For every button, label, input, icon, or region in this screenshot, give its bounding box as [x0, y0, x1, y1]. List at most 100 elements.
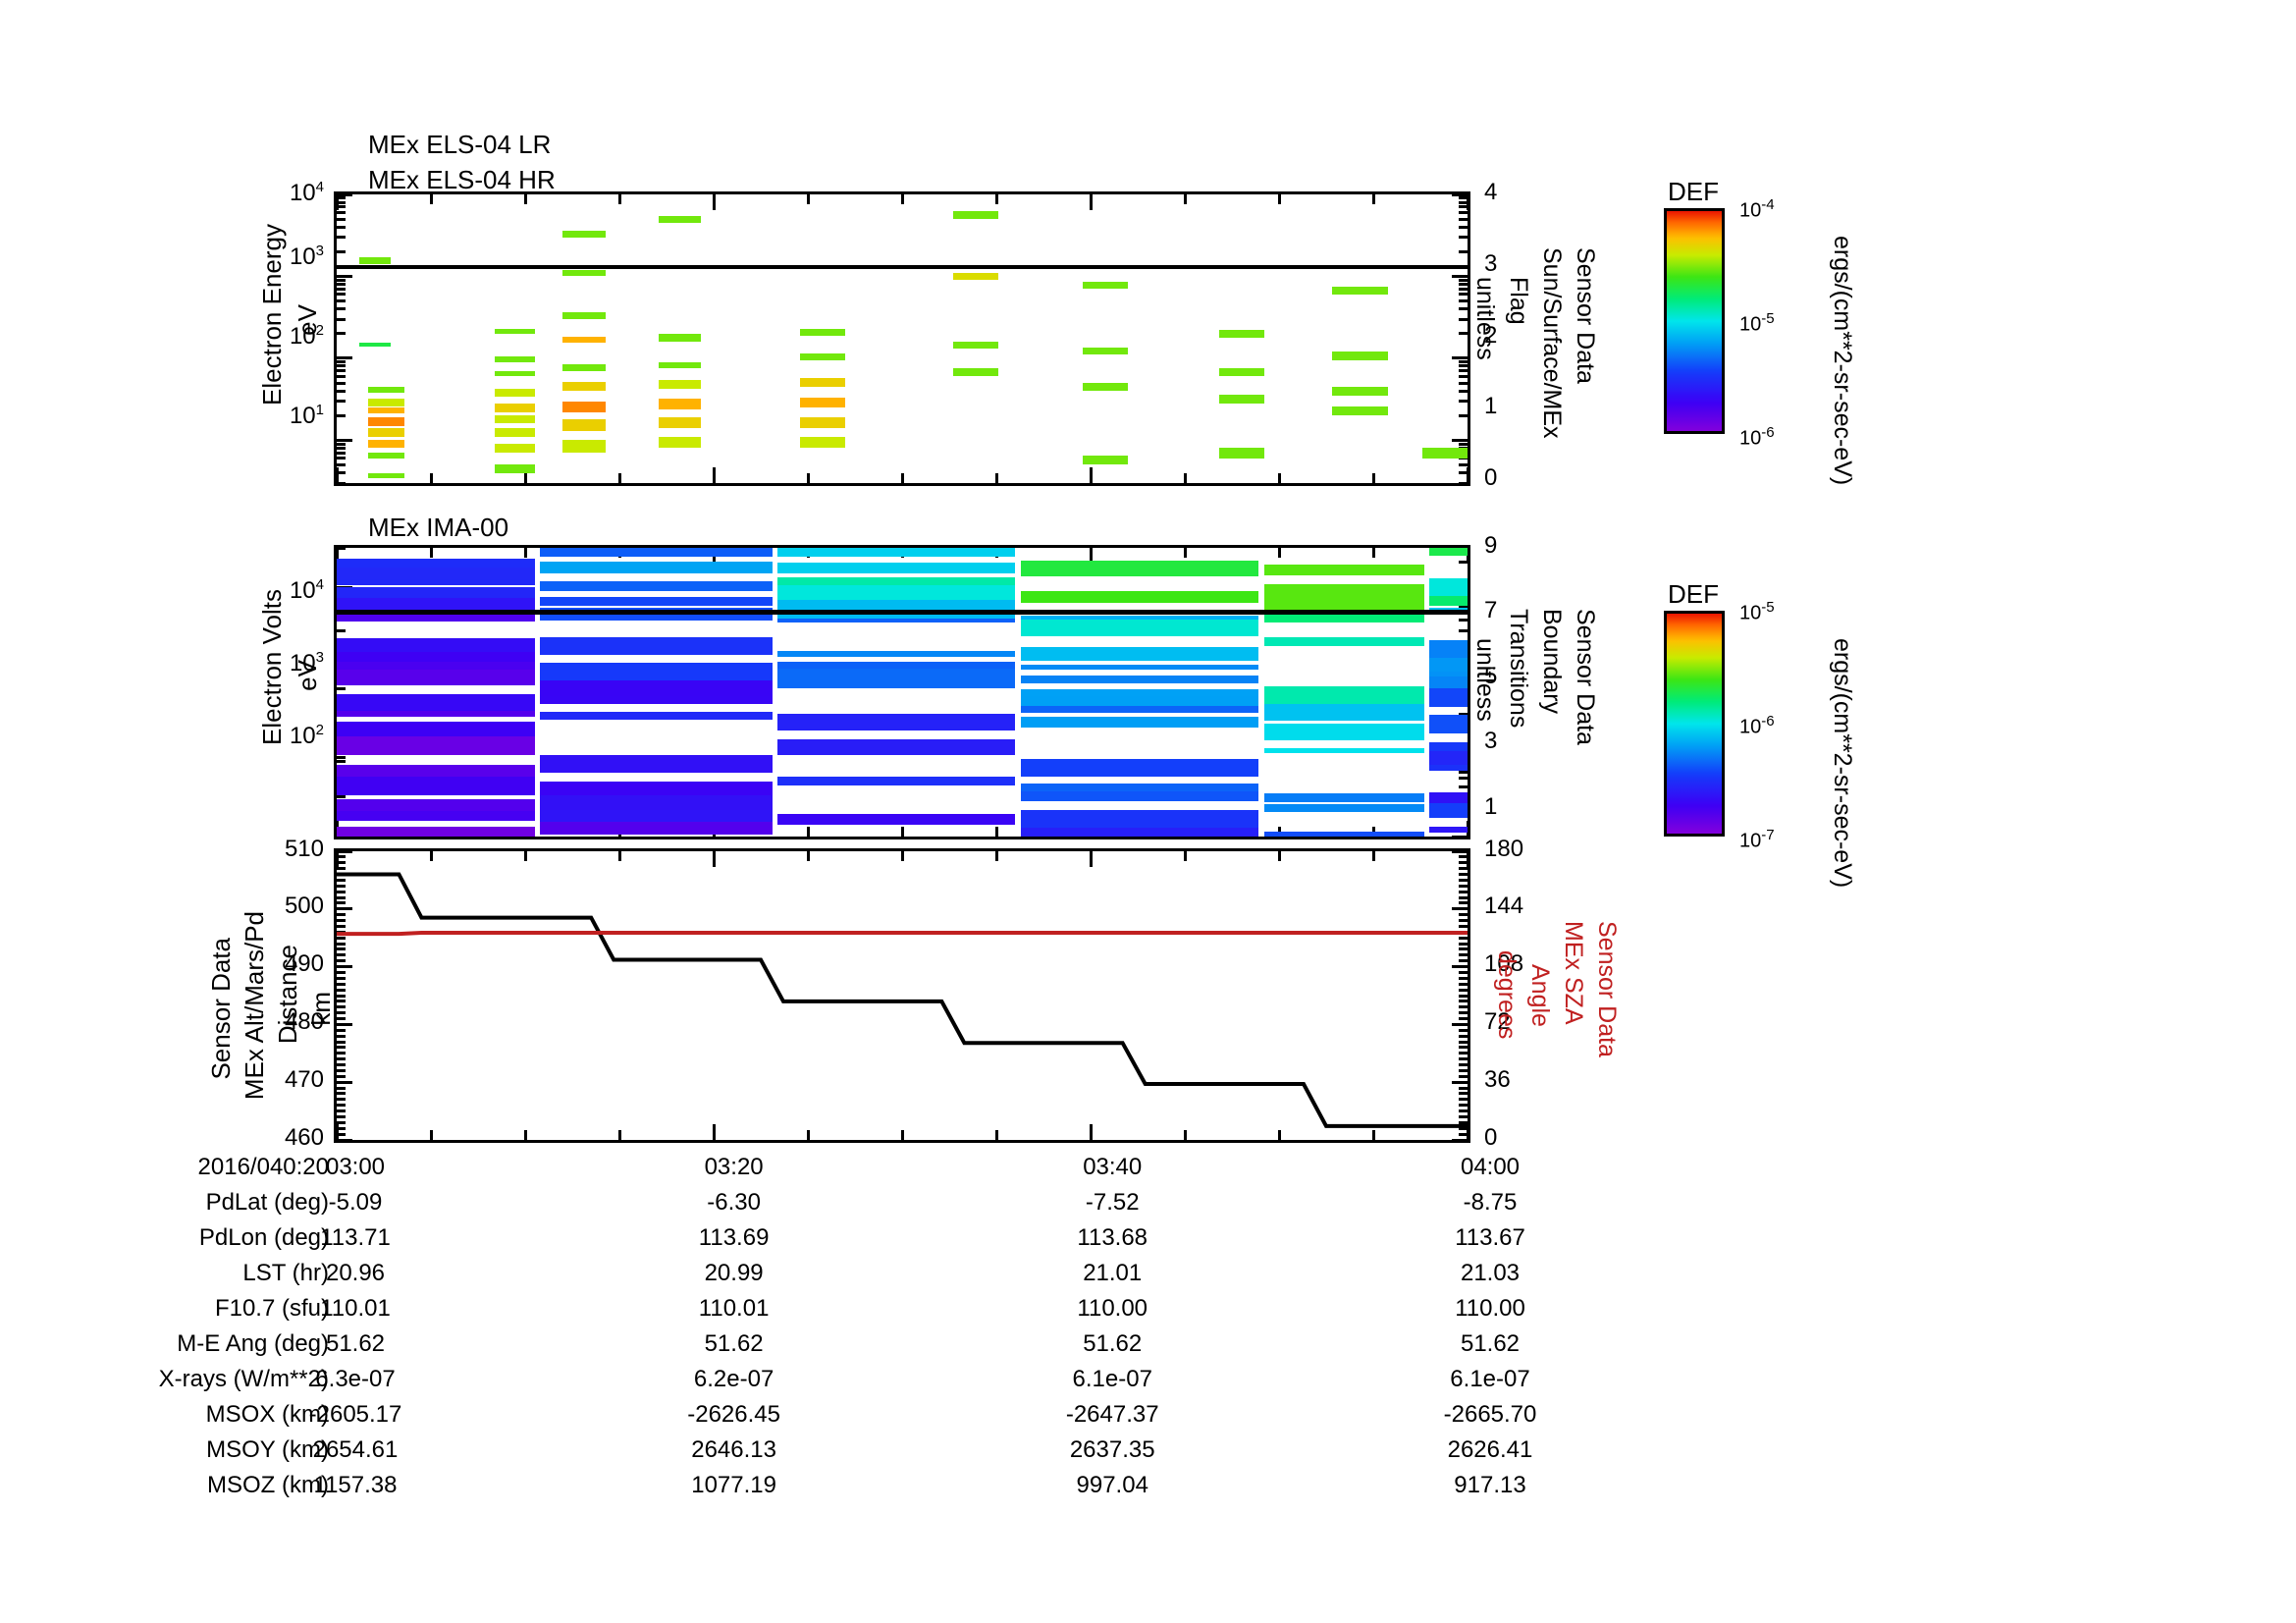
spectrogram-segment [1083, 455, 1129, 465]
axis-tick [337, 274, 352, 278]
spectrogram-segment [777, 662, 1016, 670]
spectrogram-segment [540, 597, 773, 606]
axis-tick [337, 413, 346, 417]
spectrogram-segment [952, 368, 998, 377]
spectrogram-segment [337, 670, 535, 685]
spectrogram-segment [952, 273, 998, 281]
spectrogram-segment [337, 662, 535, 671]
axis-tick [1459, 953, 1468, 957]
axis-tick [1459, 200, 1468, 204]
spectrogram-segment [1020, 615, 1258, 620]
table-cell: -2626.45 [687, 1401, 780, 1428]
axis-tick [1089, 548, 1093, 564]
table-cell: -5.09 [328, 1189, 383, 1216]
table-cell: -2647.37 [1065, 1401, 1159, 1428]
ima-spectrogram-panel[interactable] [334, 545, 1470, 839]
spectrogram-segment [1428, 802, 1468, 818]
table-row-label: PdLon (deg) [198, 1224, 329, 1251]
axis-tick [1459, 1000, 1468, 1003]
spectrogram-segment [495, 389, 535, 397]
axis-tick [1459, 867, 1468, 871]
table-date-label: 2016/040:20 [197, 1154, 329, 1180]
axis-tick [1459, 890, 1468, 893]
axis-tick [1277, 473, 1281, 483]
axis-tick [523, 548, 527, 558]
table-cell: 21.01 [1083, 1260, 1143, 1286]
axis-tick [1466, 1124, 1468, 1140]
alt-ytick-500: 500 [284, 893, 324, 919]
boundary-transition-line [337, 610, 1468, 616]
axis-tick [1459, 374, 1468, 378]
axis-tick [1452, 835, 1468, 837]
spectrogram-segment [1331, 286, 1389, 295]
table-cell: 51.62 [1083, 1330, 1143, 1357]
axis-tick [1459, 1126, 1468, 1130]
axis-tick [900, 194, 904, 204]
axis-tick [1459, 1092, 1468, 1096]
axis-tick [1459, 360, 1468, 364]
axis-tick [1452, 1138, 1468, 1140]
axis-tick [1459, 1046, 1468, 1050]
els-right-label-3: Flag [1505, 277, 1532, 325]
axis-tick [1277, 548, 1281, 558]
axis-tick [337, 982, 346, 986]
axis-tick [337, 283, 346, 287]
axis-tick [337, 855, 346, 859]
axis-tick [337, 1092, 346, 1096]
spectrogram-segment [337, 598, 535, 614]
table-cell: -7.52 [1085, 1189, 1140, 1216]
spectrogram-segment [1428, 791, 1468, 803]
spectrogram-segment [540, 794, 773, 811]
spectrogram-segment [540, 663, 773, 681]
axis-tick [1459, 1028, 1468, 1032]
els-right-tick-4: 4 [1484, 179, 1498, 205]
axis-tick [337, 1040, 346, 1044]
spectrogram-segment [495, 444, 535, 454]
axis-tick [1089, 851, 1093, 867]
axis-tick [337, 1068, 346, 1072]
spectrogram-segment [800, 436, 846, 449]
spectrogram-segment [659, 215, 701, 223]
axis-tick [337, 1086, 346, 1090]
axis-tick [429, 194, 433, 204]
spectrogram-segment [562, 401, 607, 412]
axis-tick [1459, 913, 1468, 917]
table-cell: 2646.13 [691, 1436, 776, 1463]
spectrogram-segment [337, 651, 535, 663]
axis-tick [337, 878, 346, 882]
els-spectrogram-panel[interactable] [334, 191, 1470, 486]
ima-right-label-4: unitless [1471, 638, 1499, 722]
table-cell: 6.3e-07 [315, 1366, 396, 1392]
ima-right-tick-3: 3 [1484, 728, 1498, 754]
table-cell: 113.71 [320, 1224, 391, 1251]
table-cell: 6.1e-07 [1450, 1366, 1530, 1392]
spectrogram-segment [1263, 636, 1425, 647]
axis-tick [806, 827, 810, 837]
axis-tick [337, 959, 346, 963]
table-row-label: MSOX (km) [205, 1401, 329, 1428]
table-cell: 20.99 [704, 1260, 764, 1286]
axis-tick [337, 481, 346, 483]
els-right-label-1: Sensor Data [1572, 247, 1599, 384]
spectrogram-segment [1428, 741, 1468, 752]
axis-tick [337, 200, 346, 204]
spectrogram-segment [659, 399, 701, 409]
axis-tick [1371, 194, 1375, 204]
axis-tick [337, 332, 346, 336]
altitude-plot-panel[interactable] [334, 848, 1470, 1143]
axis-tick [337, 364, 346, 368]
axis-tick [337, 947, 346, 951]
spectrogram-segment [1428, 639, 1468, 659]
table-cell: 113.67 [1455, 1224, 1525, 1251]
axis-tick [337, 457, 346, 460]
axis-tick [1089, 467, 1093, 483]
els-ytick-1e1: 101 [289, 402, 324, 429]
axis-tick [1459, 1132, 1468, 1136]
spectrogram-segment [1020, 758, 1258, 777]
axis-tick [1459, 211, 1468, 214]
spectrogram-segment [495, 356, 535, 362]
axis-tick [1183, 473, 1187, 483]
spectrogram-segment [952, 211, 998, 220]
spectrogram-segment [777, 618, 1016, 622]
spectrogram-segment [777, 714, 1016, 730]
